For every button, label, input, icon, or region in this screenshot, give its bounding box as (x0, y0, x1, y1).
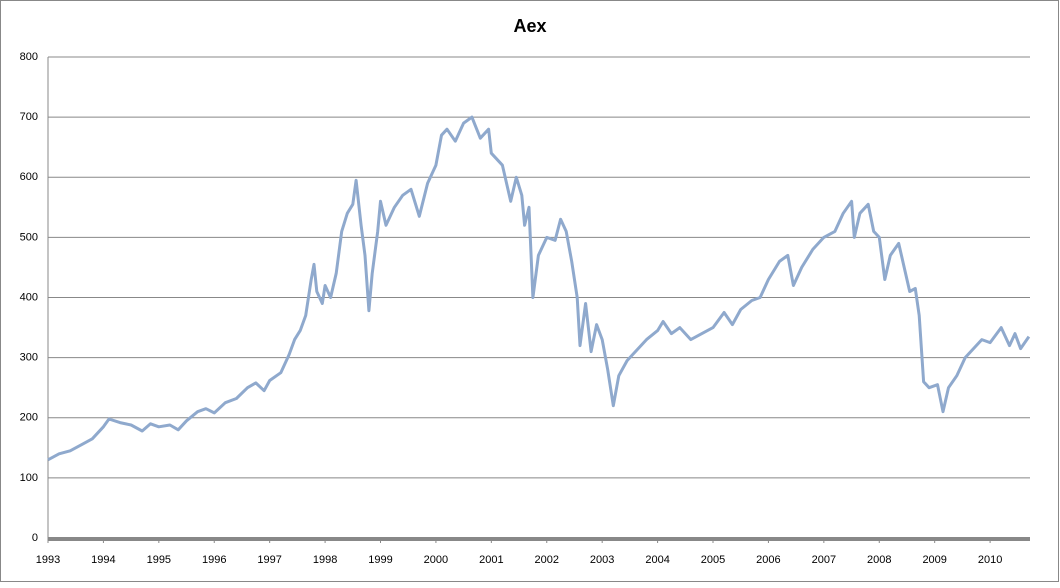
x-tick-label: 1995 (147, 554, 171, 566)
x-tick-label: 2007 (812, 554, 836, 566)
x-axis (48, 537, 1030, 541)
y-tick-label: 400 (20, 291, 38, 303)
x-tick-label: 2009 (922, 554, 946, 566)
x-tick-label: 2003 (590, 554, 614, 566)
x-tick-label: 2001 (479, 554, 503, 566)
x-tick-label: 1997 (257, 554, 281, 566)
y-tick-label: 600 (20, 171, 38, 183)
x-tick-label: 2006 (756, 554, 780, 566)
x-tick-label: 2008 (867, 554, 891, 566)
x-tick-label: 2005 (701, 554, 725, 566)
y-tick-label: 500 (20, 231, 38, 243)
y-tick-label: 300 (20, 352, 38, 364)
x-tick-label: 1996 (202, 554, 226, 566)
chart-title: Aex (513, 16, 546, 36)
x-tick-label: 2002 (535, 554, 559, 566)
x-tick-label: 1998 (313, 554, 337, 566)
data-line (47, 115, 1031, 462)
x-tick-label: 2010 (978, 554, 1002, 566)
x-tick-label: 2000 (424, 554, 448, 566)
y-tick-label: 700 (20, 111, 38, 123)
y-tick-label: 100 (20, 472, 38, 484)
x-tick-label: 1999 (368, 554, 392, 566)
y-tick-label: 800 (20, 51, 38, 63)
y-tick-label: 200 (20, 412, 38, 424)
x-tick-label: 1994 (91, 554, 115, 566)
x-tick-label: 2004 (645, 554, 669, 566)
x-tick-label: 1993 (36, 554, 60, 566)
y-tick-label: 0 (32, 532, 38, 544)
